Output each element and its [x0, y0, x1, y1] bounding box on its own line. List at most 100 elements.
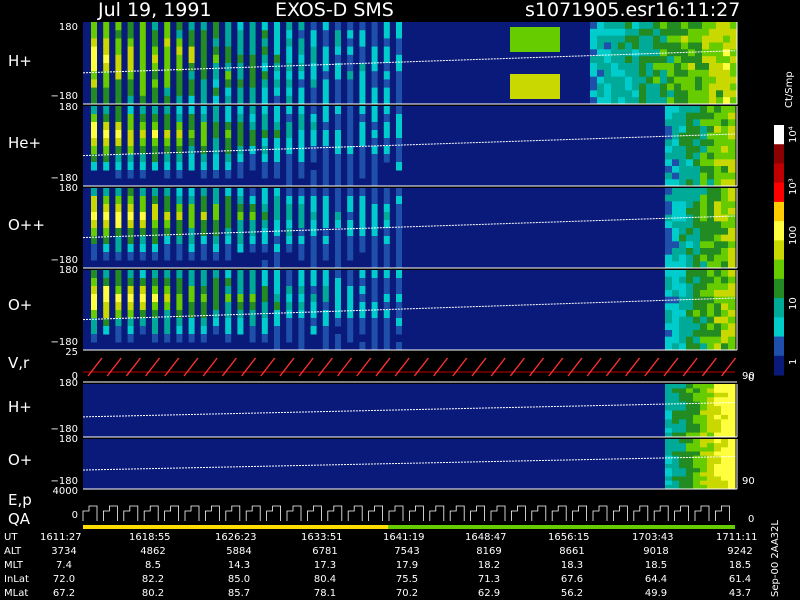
- heatmap-cell: [249, 244, 256, 253]
- heatmap-cell: [103, 22, 110, 31]
- heatmap-cell: [127, 318, 134, 327]
- heatmap-cell: [200, 294, 207, 303]
- heatmap-cell: [723, 97, 731, 105]
- heatmap-cell: [723, 83, 731, 91]
- heatmap-cell: [115, 87, 122, 97]
- heatmap-cell: [274, 122, 280, 131]
- heatmap-cell: [261, 220, 268, 229]
- heatmap-cell: [721, 472, 729, 477]
- heatmap-cell: [709, 49, 717, 57]
- heatmap-cell: [139, 138, 146, 147]
- heatmap-cell: [693, 343, 701, 351]
- heatmap-cell: [618, 22, 626, 30]
- heatmap-cell: [646, 56, 654, 64]
- heatmap-cell: [707, 270, 715, 278]
- heatmap-cell: [728, 316, 736, 324]
- heatmap-cell: [359, 95, 366, 105]
- heatmap-cell: [274, 154, 280, 163]
- table-cell: 67.6: [561, 574, 583, 585]
- colorbar-tick: 10⁴: [788, 126, 799, 143]
- heatmap-cell: [721, 410, 729, 416]
- heatmap-cell: [91, 244, 97, 253]
- heatmap-cell: [127, 22, 134, 31]
- heatmap-cell: [286, 310, 293, 319]
- heatmap-cell: [665, 480, 673, 486]
- heatmap-cell: [237, 154, 244, 163]
- heatmap-cell: [322, 162, 329, 171]
- heatmap-cell: [371, 244, 378, 253]
- heatmap-cell: [164, 114, 171, 123]
- heatmap-cell: [714, 139, 722, 147]
- heatmap-cell: [298, 334, 305, 343]
- heatmap-cell: [693, 414, 701, 420]
- heatmap-cell: [347, 220, 354, 229]
- heatmap-cell: [261, 318, 268, 327]
- heatmap-cell: [383, 252, 390, 261]
- heatmap-cell: [681, 63, 689, 71]
- heatmap-cell: [310, 252, 317, 261]
- heatmap-cell: [225, 294, 232, 303]
- heatmap-cell: [139, 236, 146, 245]
- heatmap-cell: [200, 106, 207, 115]
- heatmap-cell: [721, 152, 729, 160]
- heatmap-cell: [298, 326, 305, 335]
- heatmap-cell: [152, 22, 158, 31]
- heatmap-cell: [686, 214, 694, 222]
- table-cell: 7543: [394, 546, 419, 557]
- heatmap-cell: [91, 46, 97, 56]
- heatmap-cell: [322, 79, 329, 89]
- heatmap-cell: [604, 22, 612, 30]
- heatmap-cell: [396, 106, 402, 115]
- heatmap-cell: [274, 212, 280, 221]
- colorbar-swatch: [774, 125, 784, 145]
- heatmap-cell: [721, 484, 729, 490]
- heatmap-cell: [688, 22, 696, 30]
- heatmap-cell: [700, 447, 708, 452]
- heatmap-cell: [127, 326, 134, 335]
- heatmap-cell: [152, 220, 158, 229]
- heatmap-cell: [700, 443, 708, 448]
- heatmap-cell: [225, 326, 232, 335]
- heatmap-cell: [700, 323, 708, 331]
- heatmap-cell: [237, 138, 244, 147]
- heatmap-cell: [200, 278, 207, 287]
- heatmap-cell: [667, 90, 675, 98]
- heatmap-cell: [674, 97, 682, 105]
- heatmap-cell: [310, 79, 317, 89]
- heatmap-cell: [274, 326, 280, 335]
- trace-line: [82, 50, 736, 74]
- heatmap-cell: [639, 49, 647, 57]
- heatmap-cell: [665, 464, 673, 469]
- heatmap-cell: [707, 472, 715, 477]
- heatmap-cell: [672, 343, 680, 351]
- heatmap-cell: [213, 146, 219, 155]
- heatmap-cell: [728, 330, 736, 338]
- heatmap-cell: [707, 388, 715, 394]
- heatmap-cell: [721, 194, 729, 202]
- heatmap-cell: [396, 30, 402, 39]
- heatmap-cell: [728, 406, 736, 411]
- heatmap-cell: [225, 154, 232, 163]
- heatmap-cell: [721, 323, 729, 331]
- heatmap-cell: [115, 146, 122, 155]
- heatmap-cell: [213, 54, 219, 64]
- heatmap-cell: [611, 22, 619, 30]
- heatmap-cell: [127, 228, 134, 237]
- heatmap-cell: [371, 212, 378, 221]
- heatmap-cell: [707, 336, 715, 344]
- heatmap-cell: [261, 54, 268, 64]
- heatmap-cell: [611, 56, 619, 64]
- table-row-label: UT: [4, 532, 18, 543]
- heatmap-cell: [298, 146, 305, 155]
- heatmap-cell: [723, 90, 731, 98]
- table-cell: 71.3: [478, 574, 500, 585]
- heatmap-cell: [225, 22, 232, 31]
- heatmap-cell: [261, 228, 268, 237]
- heatmap-cell: [679, 336, 687, 344]
- heatmap-cell: [164, 138, 171, 147]
- heatmap-cell: [625, 97, 633, 105]
- heatmap-cell: [721, 296, 729, 304]
- heatmap-cell: [188, 270, 195, 279]
- heatmap-cell: [225, 130, 232, 139]
- heatmap-cell: [176, 114, 183, 123]
